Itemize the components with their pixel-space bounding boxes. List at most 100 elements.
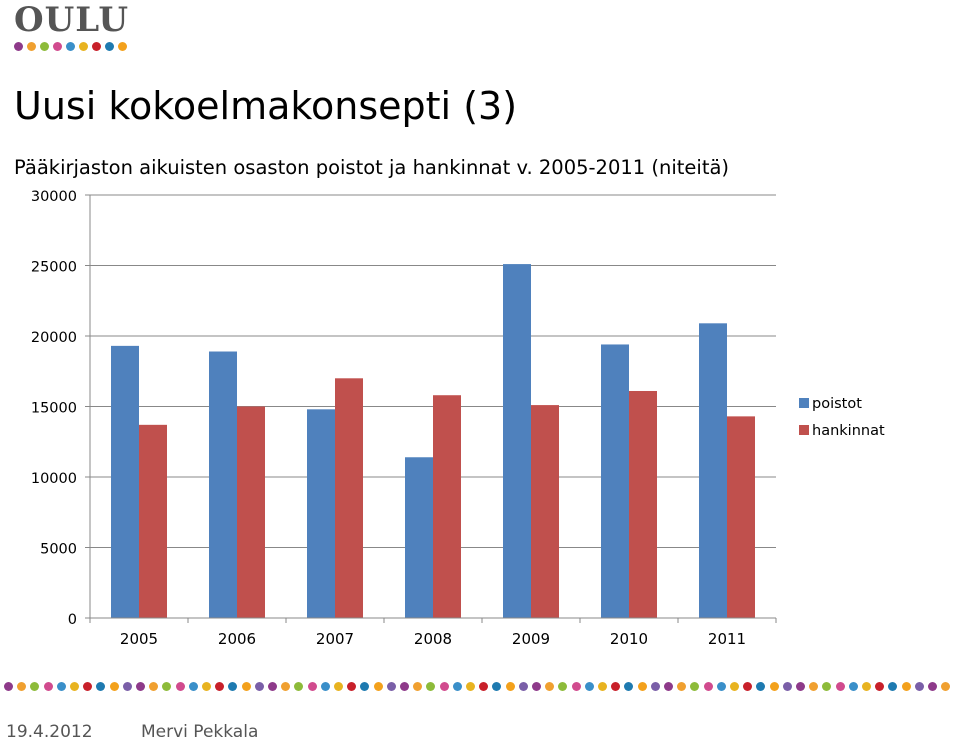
footer-dot <box>664 682 673 691</box>
bar-poistot-2010 <box>601 344 629 618</box>
bar-poistot-2005 <box>111 345 139 618</box>
bar-hankinnat-2006 <box>237 406 265 618</box>
footer-dot <box>809 682 819 691</box>
y-tick-label: 20000 <box>31 330 77 346</box>
footer-dot <box>558 682 568 691</box>
footer-date: 19.4.2012 <box>6 722 93 742</box>
footer-dot <box>70 682 79 691</box>
footer-dot <box>17 682 27 691</box>
bar-hankinnat-2011 <box>727 416 755 618</box>
y-tick-label: 30000 <box>31 189 77 205</box>
footer-dot <box>400 682 409 691</box>
footer-dot <box>360 682 370 691</box>
footer-dot <box>730 682 739 691</box>
footer-dot <box>241 682 251 691</box>
bar-hankinnat-2010 <box>629 390 657 618</box>
footer-dot <box>175 682 185 691</box>
footer-dot <box>268 682 277 691</box>
footer-dot <box>518 682 528 691</box>
footer-dot <box>109 682 119 691</box>
footer-dot <box>215 682 225 691</box>
footer-dot <box>373 682 383 691</box>
bar-hankinnat-2008 <box>433 395 461 618</box>
footer-dot <box>466 682 475 691</box>
footer-dot <box>413 682 423 691</box>
footer-dot <box>650 682 660 691</box>
footer-dot <box>228 682 238 691</box>
footer-dot <box>677 682 687 691</box>
footer-dot <box>294 682 304 691</box>
logo-dot <box>40 42 49 51</box>
footer-dot <box>875 682 885 691</box>
footer-dot <box>756 682 766 691</box>
logo-dot <box>105 42 114 51</box>
x-tick-label: 2009 <box>512 630 550 648</box>
footer-dot <box>611 682 621 691</box>
x-tick-label: 2011 <box>708 630 746 648</box>
logo-dot <box>66 42 75 51</box>
bar-hankinnat-2009 <box>531 405 559 618</box>
footer-dot <box>703 682 713 691</box>
footer-dot <box>202 682 211 691</box>
footer-dot <box>822 682 832 691</box>
footer-dot <box>122 682 132 691</box>
footer-dot <box>532 682 541 691</box>
x-tick-label: 2006 <box>218 630 256 648</box>
footer-dot <box>83 682 93 691</box>
legend-swatch-poistot <box>799 398 809 408</box>
footer-dot <box>743 682 753 691</box>
footer-dot-border <box>0 680 960 692</box>
footer-dot <box>439 682 449 691</box>
y-tick-label: 10000 <box>31 471 77 487</box>
footer-dot <box>796 682 805 691</box>
y-tick-label: 5000 <box>40 542 77 558</box>
logo-dot <box>27 42 36 51</box>
logo-dot <box>118 42 127 51</box>
footer-dot <box>584 682 594 691</box>
footer-dot <box>162 682 172 691</box>
bar-poistot-2008 <box>405 457 433 618</box>
bar-poistot-2011 <box>699 323 727 618</box>
footer-dot <box>43 682 53 691</box>
footer-author: Mervi Pekkala <box>141 722 259 742</box>
footer-dot <box>254 682 264 691</box>
footer-dot <box>347 682 357 691</box>
legend-label-poistot: poistot <box>812 396 862 412</box>
footer-dot <box>888 682 898 691</box>
footer-dot <box>386 682 396 691</box>
bar-chart: 0 5000 10000 15000 20000 25000 30000 2005 2006 20… <box>31 189 885 648</box>
footer-dot <box>928 682 937 691</box>
footer-dot <box>848 682 858 691</box>
legend-swatch-hankinnat <box>799 425 809 435</box>
bar-poistot-2007 <box>307 409 335 618</box>
footer-dot <box>914 682 924 691</box>
footer-dot <box>901 682 911 691</box>
footer-dot <box>334 682 343 691</box>
footer-dot <box>56 682 66 691</box>
footer-dot <box>30 682 40 691</box>
logo-dot <box>53 42 62 51</box>
footer-dot <box>624 682 634 691</box>
slide-subtitle: Pääkirjaston aikuisten osaston poistot j… <box>14 156 730 179</box>
logo-dot <box>92 42 101 51</box>
footer-dot <box>941 682 951 691</box>
y-tick-label: 0 <box>68 612 77 628</box>
footer-dot <box>690 682 700 691</box>
logo-text: OULU <box>14 0 129 40</box>
y-tick-label: 15000 <box>31 401 77 417</box>
bar-hankinnat-2005 <box>139 424 167 618</box>
footer-dot <box>716 682 726 691</box>
x-tick-label: 2005 <box>120 630 158 648</box>
x-tick-label: 2008 <box>414 630 452 648</box>
logo-dot <box>79 42 88 51</box>
footer-dot <box>96 682 106 691</box>
y-tick-label: 25000 <box>31 260 77 276</box>
footer-dot <box>307 682 317 691</box>
logo-dot <box>14 42 23 51</box>
footer-dot <box>149 682 159 691</box>
footer-dot <box>320 682 330 691</box>
footer-dot <box>136 682 145 691</box>
footer-dot <box>281 682 291 691</box>
footer-dot <box>426 682 436 691</box>
footer-dot <box>452 682 462 691</box>
